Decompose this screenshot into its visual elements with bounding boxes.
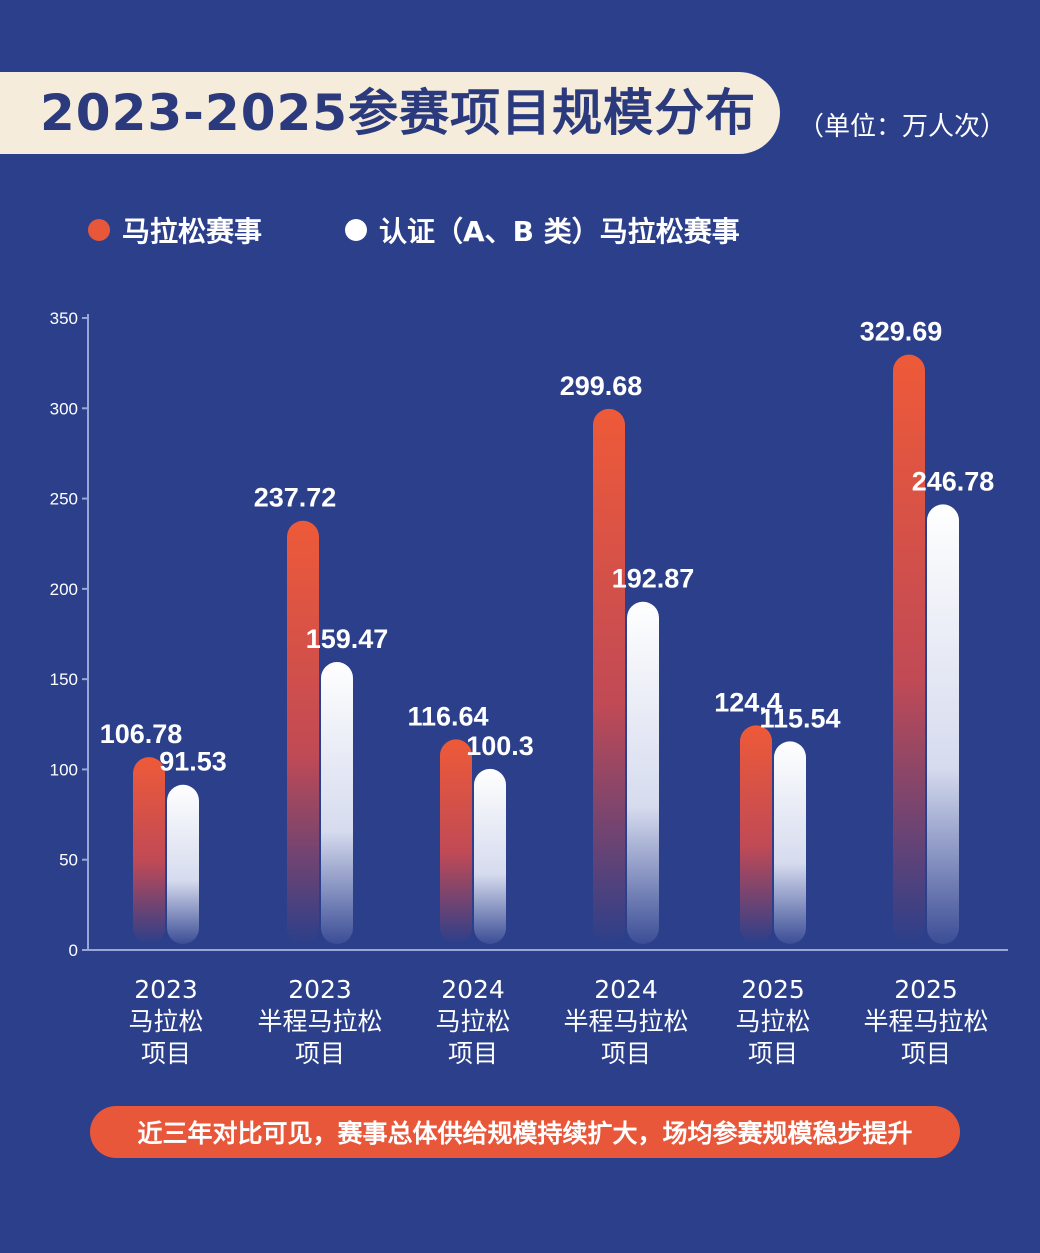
bar-marathon	[740, 725, 772, 944]
x-category-label: 2024	[441, 975, 505, 1004]
bar-certified	[927, 504, 959, 944]
data-label-certified: 246.78	[912, 466, 995, 496]
x-category-label: 半程马拉松	[863, 1007, 988, 1036]
x-category-label: 半程马拉松	[563, 1007, 688, 1036]
data-label-marathon: 329.69	[860, 317, 943, 347]
bar-certified	[627, 601, 659, 944]
x-category-label: 2023	[134, 975, 198, 1004]
y-tick-label: 0	[69, 941, 78, 960]
x-category-label: 马拉松	[128, 1007, 203, 1036]
x-category-label: 马拉松	[735, 1007, 810, 1036]
legend-dot-marathon	[88, 219, 110, 241]
legend: 马拉松赛事 认证（A、B 类）马拉松赛事	[0, 210, 1040, 250]
bar-certified	[474, 768, 506, 944]
data-label-marathon: 237.72	[254, 483, 337, 513]
x-category-label: 半程马拉松	[257, 1007, 382, 1036]
x-category-label: 项目	[141, 1039, 191, 1068]
y-tick-label: 100	[50, 760, 78, 779]
x-category-label: 2024	[594, 975, 658, 1004]
x-category-label: 项目	[448, 1039, 498, 1068]
data-label-certified: 115.54	[759, 703, 840, 733]
data-label-marathon: 299.68	[560, 371, 643, 401]
y-tick-label: 250	[50, 490, 78, 509]
x-category-label: 马拉松	[435, 1007, 510, 1036]
y-tick-label: 50	[59, 851, 78, 870]
data-label-marathon: 124.4	[714, 687, 782, 717]
bar-chart: 0 50 100 150 200 250 300 350 106.78 237.72 116.64…	[50, 309, 1008, 1068]
bar-marathon	[893, 354, 925, 944]
x-category-label: 2025	[741, 975, 805, 1004]
data-label-marathon: 116.64	[407, 701, 488, 731]
y-tick-label: 150	[50, 670, 78, 689]
legend-item-certified: 认证（A、B 类）马拉松赛事	[345, 210, 740, 250]
data-label-certified: 91.53	[159, 747, 227, 777]
bar-certified	[167, 784, 199, 944]
x-category-label: 项目	[295, 1039, 345, 1068]
x-category-label: 项目	[748, 1039, 798, 1068]
bar-marathon	[133, 757, 165, 944]
bar-marathon	[287, 520, 319, 944]
data-label-marathon: 106.78	[100, 719, 183, 749]
page-title: 2023-2025参赛项目规模分布	[40, 84, 757, 142]
x-category-label: 2023	[288, 975, 352, 1004]
data-label-certified: 100.3	[466, 731, 534, 761]
unit-label: （单位：万人次）	[798, 112, 1007, 142]
legend-dot-certified	[345, 219, 367, 241]
bar-certified	[774, 741, 806, 944]
footer-note: 近三年对比可见，赛事总体供给规模持续扩大，场均参赛规模稳步提升	[137, 1119, 913, 1148]
data-label-certified: 192.87	[612, 564, 695, 594]
title-band: 2023-2025参赛项目规模分布	[0, 72, 780, 154]
y-tick-label: 300	[50, 399, 78, 418]
bar-marathon	[440, 739, 472, 944]
bar-marathon	[593, 408, 625, 944]
y-tick-label: 350	[50, 309, 78, 328]
legend-label-marathon: 马拉松赛事	[122, 215, 263, 248]
footer-band: 近三年对比可见，赛事总体供给规模持续扩大，场均参赛规模稳步提升	[90, 1106, 960, 1158]
legend-item-marathon: 马拉松赛事	[88, 210, 262, 250]
legend-label-certified: 认证（A、B 类）马拉松赛事	[379, 215, 740, 248]
bar-certified	[321, 662, 353, 944]
x-category-label: 项目	[601, 1039, 651, 1068]
x-category-label: 项目	[901, 1039, 951, 1068]
data-label-certified: 159.47	[306, 624, 389, 654]
x-category-label: 2025	[894, 975, 958, 1004]
y-tick-label: 200	[50, 580, 78, 599]
